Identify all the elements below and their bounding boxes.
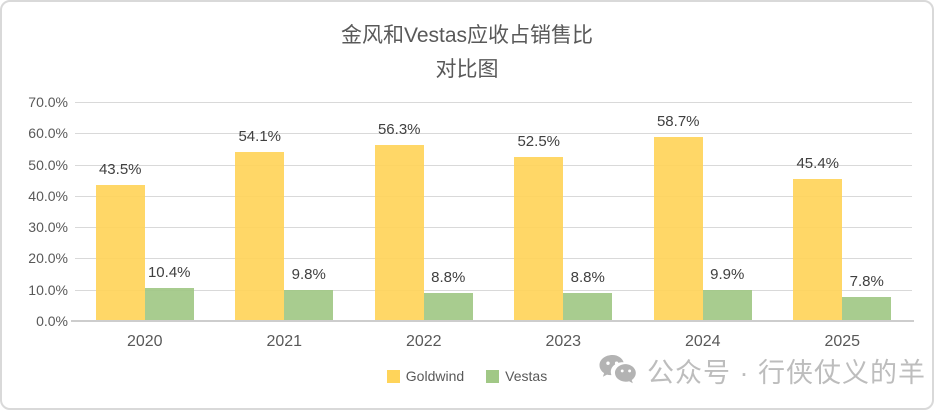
bar-data-label: 8.8% xyxy=(431,269,466,287)
y-tick-label: 20.0% xyxy=(28,250,68,267)
x-tick-label-2020: 2020 xyxy=(126,333,163,350)
legend-label: Vestas xyxy=(505,368,548,384)
bar-vestas-2024 xyxy=(702,290,752,321)
y-tick-label: 50.0% xyxy=(28,156,68,173)
bar-goldwind-2024 xyxy=(653,137,703,321)
bar-goldwind-2020 xyxy=(95,184,145,321)
y-tick-label: 10.0% xyxy=(28,281,68,298)
gridline xyxy=(75,102,912,103)
bar-data-label: 52.5% xyxy=(517,132,561,150)
y-tick-label: 70.0% xyxy=(28,94,68,110)
x-tick-label-2025: 2025 xyxy=(824,333,861,350)
gridline xyxy=(75,289,912,291)
bar-data-label: 9.8% xyxy=(291,266,326,284)
bar-vestas-2020 xyxy=(144,288,194,321)
chart-legend: Goldwind Vestas xyxy=(2,368,932,384)
watermark: 公众号 · 行侠仗义的羊 xyxy=(598,351,926,390)
legend-swatch xyxy=(386,369,400,383)
y-tick-label: 60.0% xyxy=(28,125,68,142)
bar-data-label: 43.5% xyxy=(98,160,142,178)
bar-vestas-2023 xyxy=(563,293,613,321)
x-tick-label-2021: 2021 xyxy=(266,333,303,350)
bar-vestas-2025 xyxy=(842,296,892,321)
gridline xyxy=(75,227,912,229)
bar-data-label: 10.4% xyxy=(147,264,191,282)
chart-title: 金风和Vestas应收占销售比 对比图 xyxy=(2,19,932,87)
x-tick-label-2022: 2022 xyxy=(405,333,442,350)
bar-vestas-2022 xyxy=(423,293,473,321)
bar-vestas-2021 xyxy=(284,290,334,321)
bar-data-label: 8.8% xyxy=(570,269,605,287)
wechat-icon xyxy=(598,353,638,389)
bar-data-label: 54.1% xyxy=(238,127,282,145)
chart-title-line2: 对比图 xyxy=(435,58,499,81)
gridline xyxy=(75,258,912,260)
x-tick-label-2024: 2024 xyxy=(684,333,721,350)
plot-area: 43.5% 10.4% 54.1% 9.8% 56.3% 8.8% 52.5% 8.8% 58.… xyxy=(71,102,914,322)
x-axis-line xyxy=(71,320,914,322)
bar-data-label: 45.4% xyxy=(796,154,840,172)
bar-goldwind-2022 xyxy=(374,144,424,321)
x-tick-label-2023: 2023 xyxy=(545,333,582,350)
chart-title-line1: 金风和Vestas应收占销售比 xyxy=(340,24,594,47)
y-tick-label: 0.0% xyxy=(36,313,68,329)
bar-data-label: 9.9% xyxy=(710,266,745,284)
bar-goldwind-2021 xyxy=(235,151,285,321)
y-tick-label: 40.0% xyxy=(28,187,68,204)
legend-item-vestas: Vestas xyxy=(486,368,547,384)
bar-goldwind-2025 xyxy=(793,178,843,321)
bar-data-label: 58.7% xyxy=(656,113,700,131)
bar-data-label: 56.3% xyxy=(377,120,421,138)
gridline xyxy=(75,133,912,135)
bar-data-label: 7.8% xyxy=(849,272,884,290)
y-tick-label: 30.0% xyxy=(28,219,68,236)
bar-goldwind-2023 xyxy=(514,156,564,321)
watermark-text: 公众号 · 行侠仗义的羊 xyxy=(647,358,926,388)
gridline xyxy=(75,195,912,197)
legend-item-goldwind: Goldwind xyxy=(386,368,465,384)
gridline xyxy=(75,164,912,166)
legend-label: Goldwind xyxy=(405,368,465,384)
legend-swatch xyxy=(486,369,500,383)
